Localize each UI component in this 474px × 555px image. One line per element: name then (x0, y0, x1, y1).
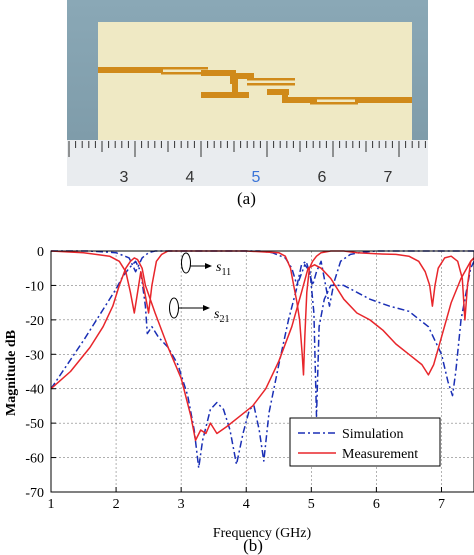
legend-label-measurement: Measurement (342, 447, 418, 462)
s21-annotation-ellipse (169, 297, 179, 319)
s21-label: s21 (214, 307, 229, 325)
y-tick-label: 0 (37, 245, 44, 260)
y-tick-label: -40 (25, 383, 44, 398)
y-tick-label: -20 (25, 314, 44, 329)
s11-annotation-ellipse (181, 252, 191, 274)
ruler-label-highlight: 5 (252, 169, 261, 186)
x-tick-label: 3 (178, 497, 185, 512)
y-axis-label: Magnitude dB (4, 330, 19, 416)
y-tick-label: -70 (25, 486, 44, 501)
x-axis-label: Frequency (GHz) (213, 526, 312, 541)
x-tick-label: 6 (373, 497, 380, 512)
caption-b: (b) (243, 536, 263, 555)
x-tick-label: 4 (243, 497, 250, 512)
ruler-ticks (68, 141, 426, 157)
s11-arrowhead-icon (205, 263, 212, 269)
ruler-label: 6 (318, 169, 327, 186)
microstrip-trace (98, 67, 412, 105)
x-tick-label: 2 (113, 497, 120, 512)
ruler-label: 7 (384, 169, 393, 186)
measurement-s11-line (50, 250, 474, 376)
simulation-s21-line (50, 260, 474, 469)
x-tick-label: 5 (308, 497, 315, 512)
legend: Simulation Measurement (289, 417, 441, 467)
measurement-s21-line (50, 257, 474, 442)
y-tick-label: -60 (25, 452, 44, 467)
y-tick-label: -30 (25, 348, 44, 363)
filter-photo: 3 4 5 6 7 (67, 0, 428, 186)
y-tick-label: -10 (25, 279, 44, 294)
legend-label-simulation: Simulation (342, 427, 403, 442)
s11-label: s11 (216, 260, 231, 278)
ruler-label: 4 (186, 169, 195, 186)
ruler-label: 3 (120, 169, 129, 186)
caption-a: (a) (237, 189, 256, 208)
plot-frame (50, 250, 474, 493)
x-tick-label: 7 (438, 497, 445, 512)
x-tick-label: 1 (48, 497, 55, 512)
y-tick-label: -50 (25, 417, 44, 432)
s21-arrowhead-icon (203, 305, 210, 311)
substrate-board (98, 22, 412, 142)
s-parameter-chart: 1 2 3 4 5 6 7 0 -10 -20 -30 -40 -50 -60 -70 Frequency … (4, 245, 474, 555)
